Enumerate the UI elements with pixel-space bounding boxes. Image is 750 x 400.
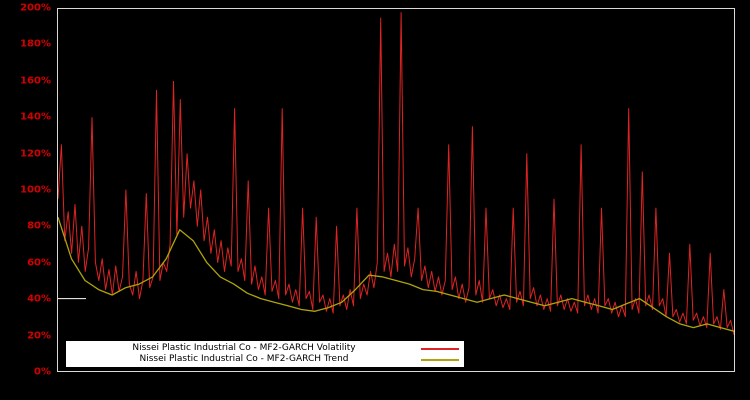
- plot-area: Nissei Plastic Industrial Co - MF2-GARCH…: [57, 8, 735, 372]
- legend-item-volatility: Nissei Plastic Industrial Co - MF2-GARCH…: [71, 343, 459, 354]
- y-tick-label: 160%: [20, 75, 51, 87]
- y-tick-label: 20%: [27, 330, 51, 342]
- legend-item-trend: Nissei Plastic Industrial Co - MF2-GARCH…: [71, 354, 459, 365]
- volatility-line: [58, 12, 734, 335]
- trend-line-swatch: [421, 358, 459, 361]
- chart-canvas: [58, 12, 734, 335]
- legend-label-volatility: Nissei Plastic Industrial Co - MF2-GARCH…: [132, 343, 356, 353]
- y-tick-label: 140%: [20, 111, 51, 123]
- legend-label-trend: Nissei Plastic Industrial Co - MF2-GARCH…: [139, 354, 349, 364]
- y-tick-label: 40%: [27, 293, 51, 305]
- y-tick-label: 0%: [34, 366, 51, 378]
- y-tick-label: 80%: [27, 220, 51, 232]
- y-tick-label: 60%: [27, 257, 51, 269]
- y-tick-label: 100%: [20, 184, 51, 196]
- trend-line: [58, 216, 734, 332]
- y-axis: 0% 20% 40% 60% 80% 100% 120% 140% 160% 180% 200%: [0, 0, 53, 400]
- y-tick-label: 180%: [20, 38, 51, 50]
- y-tick-label: 200%: [20, 2, 51, 14]
- legend: Nissei Plastic Industrial Co - MF2-GARCH…: [66, 341, 464, 367]
- y-tick-label: 120%: [20, 148, 51, 160]
- volatility-line-swatch: [421, 347, 459, 350]
